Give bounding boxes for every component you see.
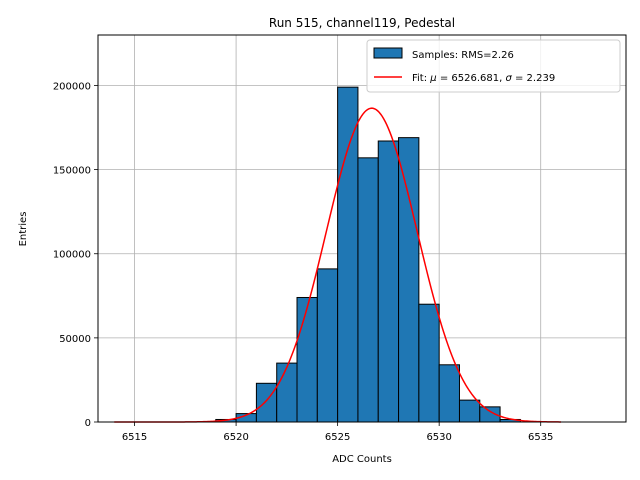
histogram-bar [296,296,318,423]
legend-bar-swatch [373,47,403,59]
legend: Samples: RMS=2.26 Fit: μ = 6526.681, σ =… [366,39,621,93]
sigma-symbol: σ [505,73,512,84]
x-axis-label: ADC Counts [332,454,392,465]
x-tick-label: 6525 [325,432,350,443]
histogram-bar [377,140,400,423]
histogram-bar [398,137,420,423]
histogram-bars [215,86,521,423]
histogram-bar [458,399,481,423]
plot-frame [97,34,627,423]
legend-samples-label: Samples: RMS=2.26 [412,50,514,61]
histogram-bar [276,362,298,423]
histogram-bar [357,157,379,423]
histogram-bar [316,268,339,423]
x-axis-ticks: 6515 6520 6525 6530 6535 [122,422,553,443]
legend-fit-label: Fit: μ = 6526.681, σ = 2.239 [412,73,555,84]
histogram-bar [438,364,460,423]
histogram-bar [418,303,440,423]
histogram-bar [255,382,278,423]
y-tick-label: 100000 [53,250,91,261]
x-tick-label: 6515 [122,432,147,443]
x-tick-label: 6535 [528,432,553,443]
y-tick-label: 50000 [59,334,91,345]
x-tick-label: 6530 [426,432,451,443]
y-axis-ticks: 0 50000 100000 150000 200000 [53,81,98,429]
legend-box [366,39,621,93]
mu-symbol: μ [429,73,436,84]
histogram-bar [337,86,359,423]
y-axis-label: Entries [18,212,29,247]
y-tick-label: 200000 [53,81,91,92]
chart-title: Run 515, channel119, Pedestal [269,16,455,30]
x-tick-label: 6520 [223,432,248,443]
y-tick-label: 150000 [53,166,91,177]
y-tick-label: 0 [85,418,91,429]
